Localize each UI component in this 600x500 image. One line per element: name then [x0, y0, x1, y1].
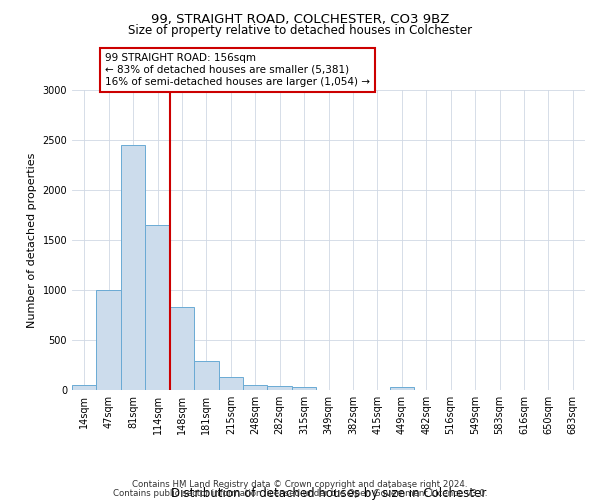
Text: 99, STRAIGHT ROAD, COLCHESTER, CO3 9BZ: 99, STRAIGHT ROAD, COLCHESTER, CO3 9BZ: [151, 12, 449, 26]
Text: Contains HM Land Registry data © Crown copyright and database right 2024.: Contains HM Land Registry data © Crown c…: [132, 480, 468, 489]
Bar: [97, 290, 121, 390]
Bar: [170, 307, 194, 390]
Bar: [389, 387, 414, 390]
Bar: [218, 377, 243, 390]
Text: Contains public sector information licensed under the Open Government Licence v3: Contains public sector information licen…: [113, 488, 487, 498]
Bar: [292, 387, 316, 390]
Bar: [145, 225, 170, 390]
X-axis label: Distribution of detached houses by size in Colchester: Distribution of detached houses by size …: [171, 487, 486, 500]
Bar: [268, 386, 292, 390]
Bar: [243, 384, 268, 390]
Text: Size of property relative to detached houses in Colchester: Size of property relative to detached ho…: [128, 24, 472, 37]
Bar: [194, 360, 218, 390]
Bar: [72, 384, 97, 390]
Text: 99 STRAIGHT ROAD: 156sqm
← 83% of detached houses are smaller (5,381)
16% of sem: 99 STRAIGHT ROAD: 156sqm ← 83% of detach…: [105, 54, 370, 86]
Bar: [121, 145, 145, 390]
Y-axis label: Number of detached properties: Number of detached properties: [27, 152, 37, 328]
